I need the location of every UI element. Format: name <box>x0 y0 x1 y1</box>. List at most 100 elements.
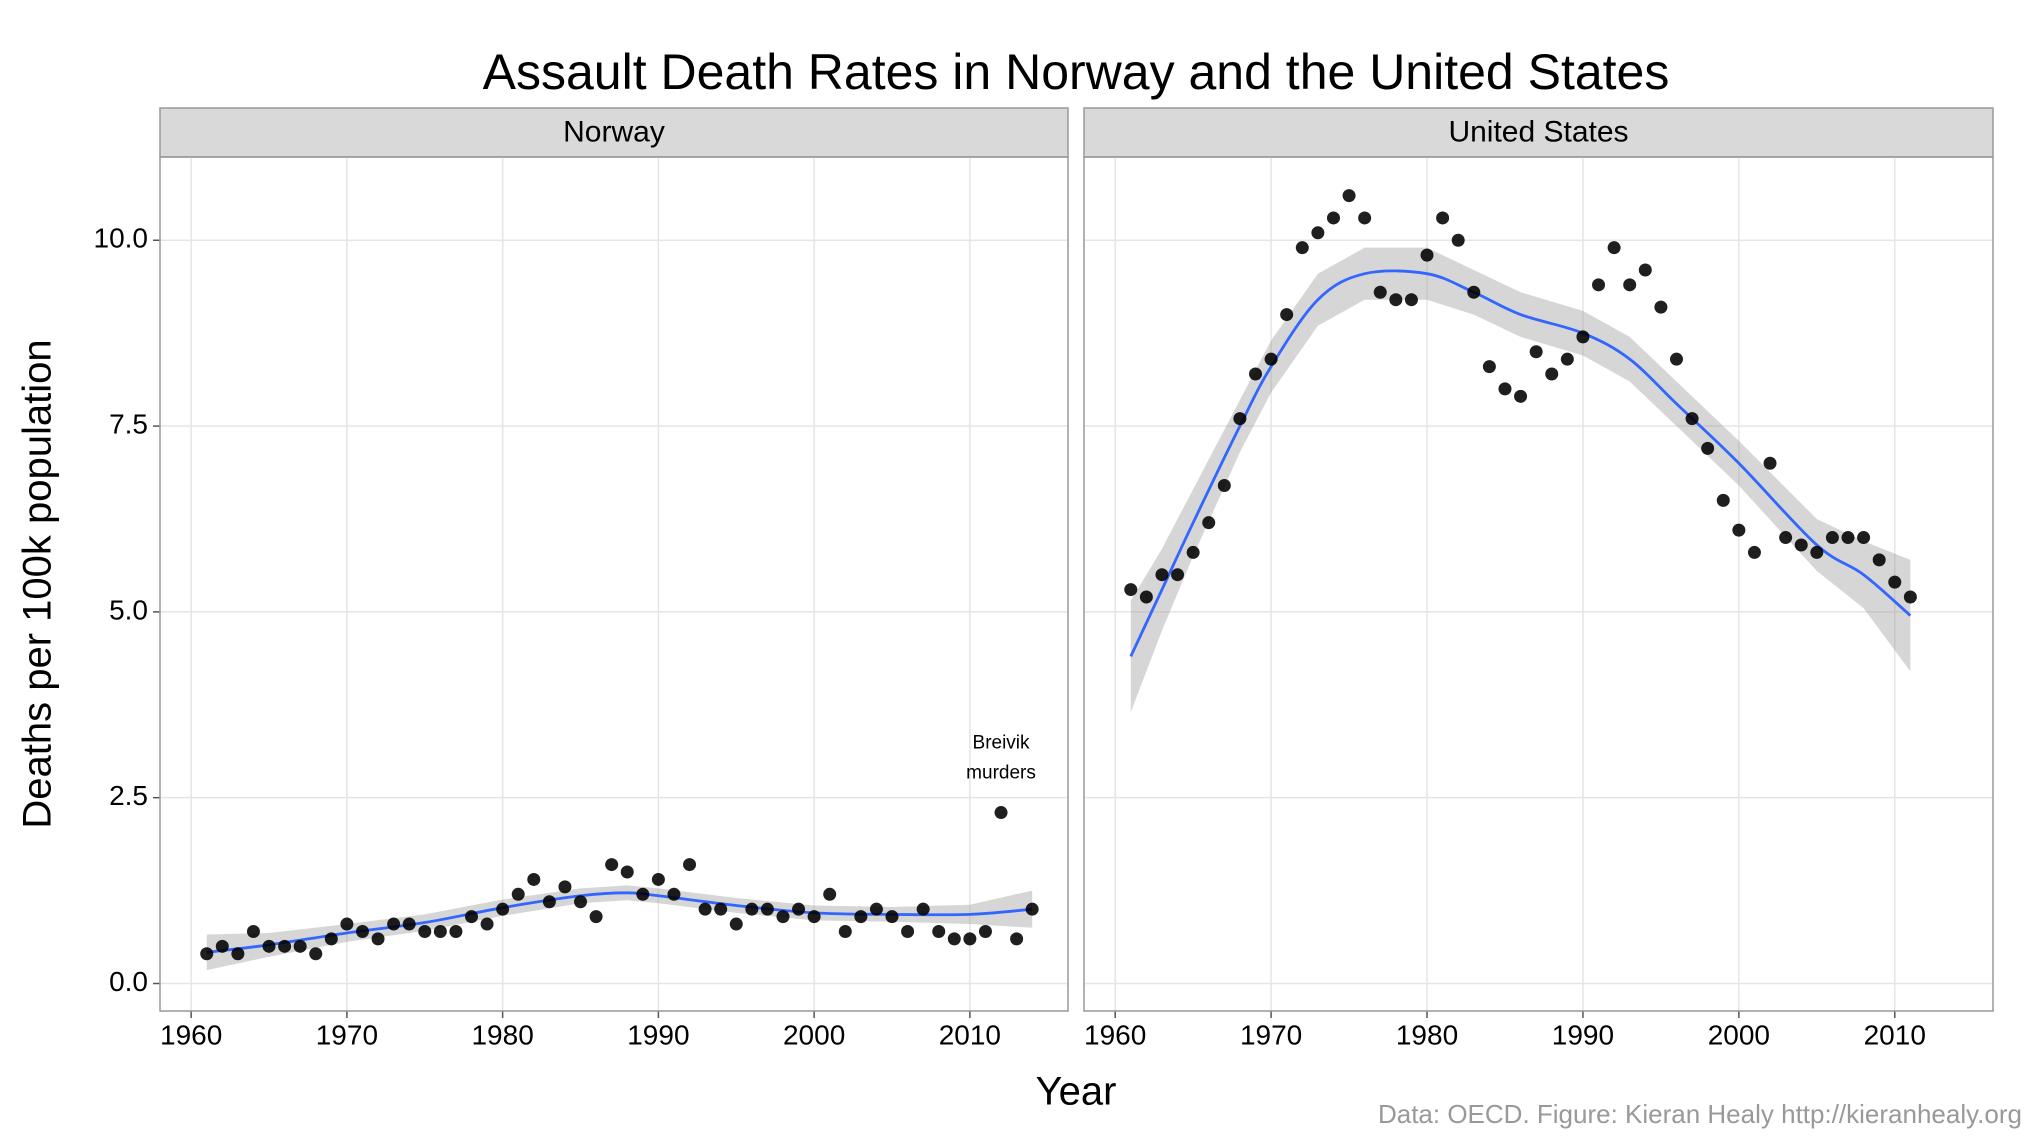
point <box>1841 531 1855 545</box>
point <box>1186 545 1200 559</box>
point <box>932 924 946 938</box>
point <box>760 902 774 916</box>
point <box>1872 553 1886 567</box>
point <box>496 902 510 916</box>
point <box>745 902 759 916</box>
point <box>371 932 385 946</box>
point <box>309 947 323 961</box>
point <box>1888 575 1902 589</box>
panel-border <box>1083 156 1994 1012</box>
point <box>1903 590 1917 604</box>
point <box>605 858 619 872</box>
x-tick-label: 2000 <box>1708 1019 1770 1050</box>
point <box>1171 568 1185 582</box>
point <box>1358 211 1372 225</box>
point <box>1857 531 1871 545</box>
point <box>1420 248 1434 262</box>
point <box>1249 367 1263 381</box>
point <box>854 910 868 924</box>
point <box>324 932 338 946</box>
point <box>418 924 432 938</box>
point <box>527 872 541 886</box>
point <box>293 939 307 953</box>
point <box>1436 211 1450 225</box>
point <box>215 939 229 953</box>
point <box>1342 189 1356 203</box>
point <box>823 887 837 901</box>
x-tick-label: 2010 <box>939 1019 1001 1050</box>
point <box>885 910 899 924</box>
point <box>1779 531 1793 545</box>
caption: Data: OECD. Figure: Kieran Healy http://… <box>1378 1099 2022 1129</box>
point <box>340 917 354 931</box>
point <box>1295 241 1309 255</box>
point <box>589 910 603 924</box>
point <box>636 887 650 901</box>
point <box>1373 285 1387 299</box>
strip <box>1083 107 1994 158</box>
x-tick-label: 1970 <box>316 1019 378 1050</box>
point <box>1451 233 1465 247</box>
point <box>620 865 634 879</box>
point <box>1482 360 1496 374</box>
point <box>1202 516 1216 530</box>
point <box>449 924 463 938</box>
point <box>869 902 883 916</box>
annotation: Breivik <box>973 733 1031 754</box>
point <box>387 917 401 931</box>
point <box>200 947 214 961</box>
point <box>1716 493 1730 507</box>
point <box>558 880 572 894</box>
point <box>1280 308 1294 322</box>
point <box>1825 531 1839 545</box>
point <box>667 887 681 901</box>
point <box>1747 545 1761 559</box>
x-tick-label: 1990 <box>627 1019 689 1050</box>
confidence-band <box>206 885 1033 971</box>
point <box>1763 456 1777 470</box>
point <box>246 924 260 938</box>
point <box>994 806 1008 820</box>
point <box>278 939 292 953</box>
point <box>1404 293 1418 307</box>
panel-background <box>160 157 1068 1011</box>
point <box>1607 241 1621 255</box>
point <box>947 932 961 946</box>
point <box>1264 352 1278 366</box>
x-tick-label: 2010 <box>1864 1019 1926 1050</box>
point <box>433 924 447 938</box>
panel-border <box>159 156 1069 1012</box>
point <box>574 895 588 909</box>
point <box>651 872 665 886</box>
point <box>1233 412 1247 426</box>
point <box>1514 389 1528 403</box>
point <box>1311 226 1325 240</box>
point <box>1155 568 1169 582</box>
x-tick-label: 1980 <box>471 1019 533 1050</box>
point <box>1560 352 1574 366</box>
chart-title: Assault Death Rates in Norway and the Un… <box>483 44 1670 100</box>
point <box>1498 382 1512 396</box>
annotation: murders <box>966 763 1036 784</box>
point <box>916 902 930 916</box>
point <box>698 902 712 916</box>
point <box>838 924 852 938</box>
point <box>901 924 915 938</box>
point <box>1701 441 1715 455</box>
point <box>1467 285 1481 299</box>
point <box>1010 932 1024 946</box>
x-tick-label: 1960 <box>160 1019 222 1050</box>
point <box>1326 211 1340 225</box>
panel-background <box>1084 157 1993 1011</box>
point <box>1124 583 1138 597</box>
x-tick-label: 1970 <box>1240 1019 1302 1050</box>
point <box>1217 479 1231 493</box>
point <box>1529 345 1543 359</box>
point <box>1794 538 1808 552</box>
point <box>978 924 992 938</box>
point <box>683 858 697 872</box>
point <box>792 902 806 916</box>
point <box>511 887 525 901</box>
point <box>963 932 977 946</box>
